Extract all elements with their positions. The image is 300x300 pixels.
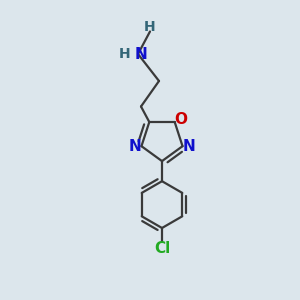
Text: N: N bbox=[129, 139, 142, 154]
Text: N: N bbox=[182, 139, 195, 154]
Text: H: H bbox=[119, 47, 130, 61]
Text: N: N bbox=[135, 46, 147, 62]
Text: Cl: Cl bbox=[154, 241, 170, 256]
Text: O: O bbox=[174, 112, 187, 127]
Text: H: H bbox=[144, 20, 156, 34]
